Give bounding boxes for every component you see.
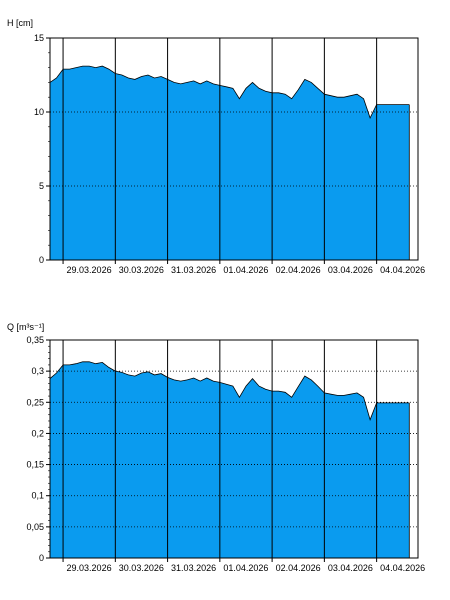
x-tick-label: 04.04.2026 bbox=[380, 265, 425, 275]
series-line bbox=[49, 361, 410, 421]
x-tick-label: 30.03.2026 bbox=[119, 265, 164, 275]
x-tick-label: 03.04.2026 bbox=[328, 265, 373, 275]
x-tick-label: 29.03.2026 bbox=[67, 563, 112, 573]
y-tick-label: 0,3 bbox=[31, 366, 44, 376]
series-area bbox=[50, 66, 410, 260]
y-tick-label: 0,05 bbox=[26, 522, 44, 532]
discharge-chart: Q [m³s⁻¹] 0 0,05 0,1 0,15 0,2 0,25 0,3 0,35 29.0… bbox=[7, 322, 425, 573]
x-tick-label: 02.04.2026 bbox=[276, 563, 321, 573]
x-tick-label: 04.04.2026 bbox=[380, 563, 425, 573]
plot-border bbox=[49, 37, 419, 261]
y-tick-label: 0 bbox=[39, 255, 44, 265]
water-level-chart: H [cm] 0 5 10 15 29.03.2026 30.03.2026 31.03.2… bbox=[7, 18, 425, 275]
series-area bbox=[50, 361, 410, 558]
x-tick-label: 31.03.2026 bbox=[171, 265, 216, 275]
y-tick-label: 0,1 bbox=[31, 491, 44, 501]
x-tick-label: 03.04.2026 bbox=[328, 563, 373, 573]
x-tick-label: 30.03.2026 bbox=[119, 563, 164, 573]
x-tick-label: 31.03.2026 bbox=[171, 563, 216, 573]
y-tick-label: 5 bbox=[39, 181, 44, 191]
x-tick-label: 29.03.2026 bbox=[67, 265, 112, 275]
y-tick-label: 0,35 bbox=[26, 335, 44, 345]
y-axis-label: H [cm] bbox=[7, 18, 33, 28]
y-tick-label: 0,25 bbox=[26, 397, 44, 407]
x-tick-label: 02.04.2026 bbox=[276, 265, 321, 275]
x-tick-label: 01.04.2026 bbox=[223, 563, 268, 573]
series-line bbox=[49, 65, 410, 119]
plot-border bbox=[49, 339, 419, 559]
y-tick-label: 10 bbox=[34, 107, 44, 117]
y-axis-label: Q [m³s⁻¹] bbox=[7, 322, 44, 332]
x-tick-label: 01.04.2026 bbox=[223, 265, 268, 275]
y-tick-label: 15 bbox=[34, 33, 44, 43]
y-tick-label: 0,2 bbox=[31, 428, 44, 438]
y-tick-label: 0 bbox=[39, 553, 44, 563]
y-tick-label: 0,15 bbox=[26, 460, 44, 470]
